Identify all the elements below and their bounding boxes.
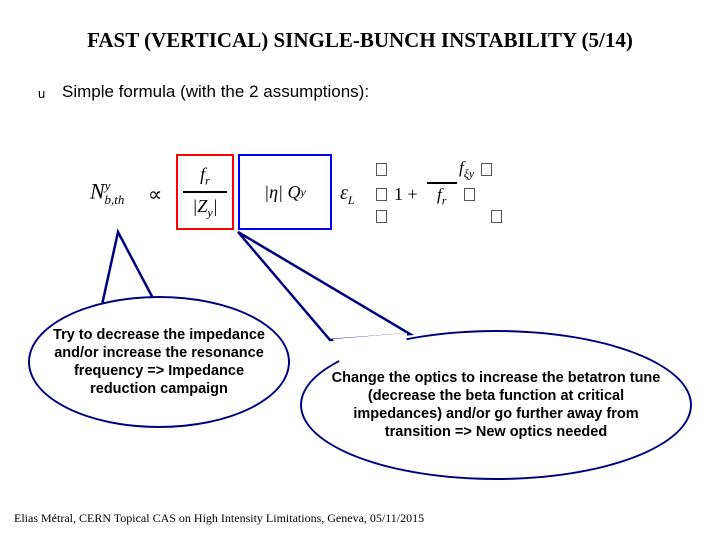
one-plus: 1 + [394, 184, 418, 205]
bullet-text: Simple formula (with the 2 assumptions): [62, 82, 369, 102]
formula-block: Nyb,th ∝ fr |Zy| |η| Qy εL fξy 1 + fr [90, 148, 550, 238]
lhs-sup: y [105, 178, 111, 193]
callout-left: Try to decrease the impedance and/or inc… [28, 296, 290, 428]
red-box-fraction: fr |Zy| [176, 154, 234, 230]
placeholder-box-icon [491, 210, 502, 223]
fraction-1-bot: |Zy| [188, 194, 221, 223]
page-title: FAST (VERTICAL) SINGLE-BUNCH INSTABILITY… [0, 28, 720, 53]
paren-term: fξy 1 + fr [374, 158, 514, 228]
fraction-1-top: fr [196, 162, 214, 191]
formula-lhs: Nyb,th [90, 178, 124, 208]
footer-text: Elias Métral, CERN Topical CAS on High I… [14, 511, 424, 526]
eta-abs: |η| [264, 182, 283, 203]
epsilon-l: εL [340, 182, 355, 208]
callout-right: Change the optics to increase the betatr… [300, 330, 692, 480]
propto-symbol: ∝ [148, 182, 162, 207]
callout-right-text: Change the optics to increase the betatr… [326, 369, 666, 442]
blue-box-product: |η| Qy [238, 154, 332, 230]
q-symbol: Q [288, 182, 301, 203]
placeholder-box-icon [481, 163, 492, 176]
placeholder-box-icon [376, 188, 387, 201]
q-sub: y [301, 185, 306, 200]
lhs-sub: b,th [104, 192, 124, 207]
placeholder-box-icon [376, 210, 387, 223]
bullet-marker: u [38, 86, 45, 101]
placeholder-box-icon [464, 188, 475, 201]
placeholder-box-icon [376, 163, 387, 176]
lhs-symbol: N [90, 178, 105, 203]
fraction-1: fr |Zy| [178, 156, 232, 228]
callout-left-text: Try to decrease the impedance and/or inc… [48, 326, 270, 399]
